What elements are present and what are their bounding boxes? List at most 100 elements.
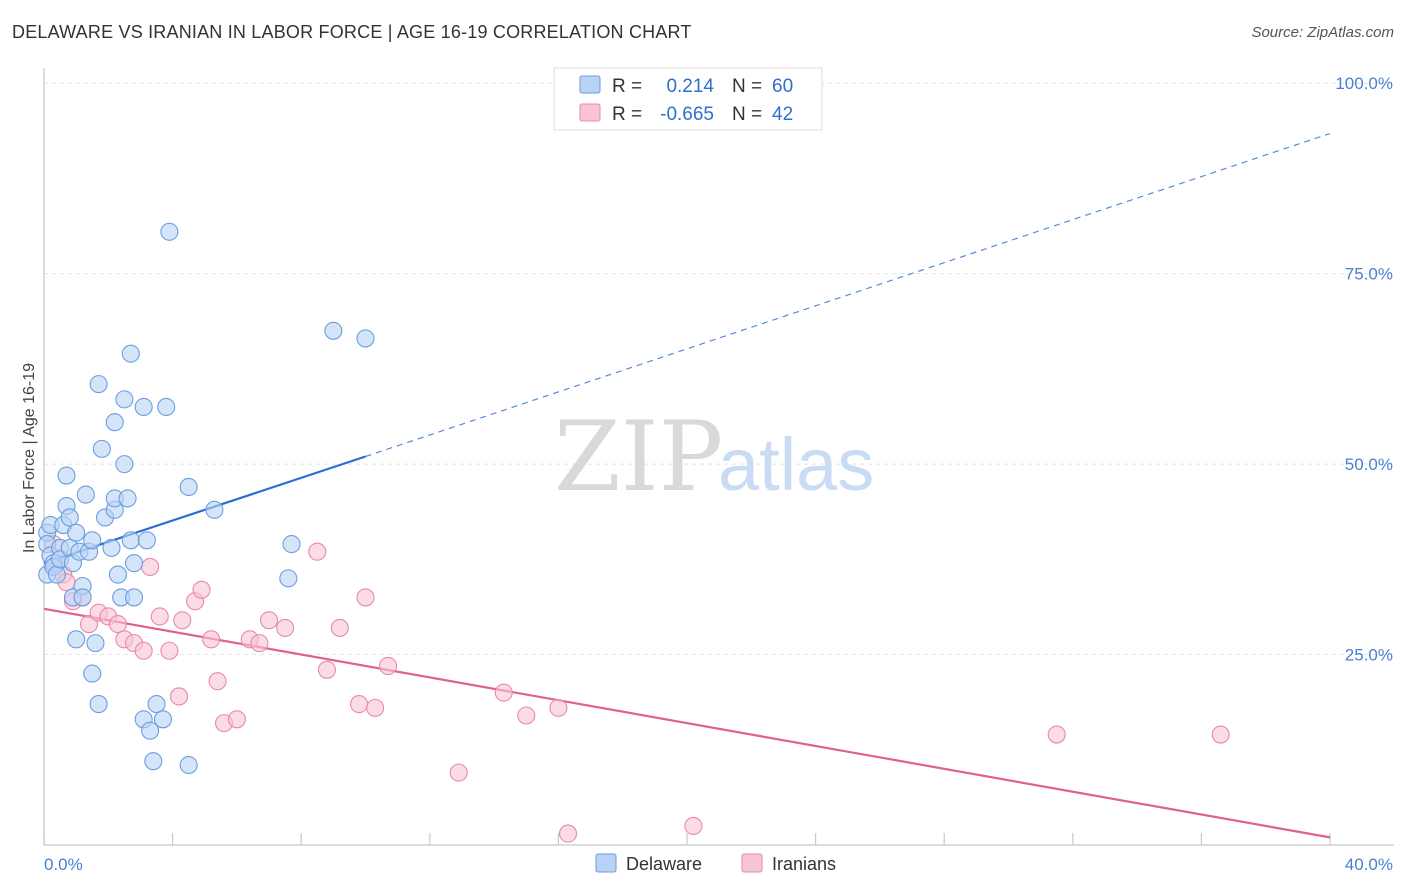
iranians-point [1211,725,1230,744]
iranians-point [208,672,227,691]
delaware-point [179,477,198,497]
delaware-point [147,695,166,714]
source-credit: Source: ZipAtlas.com [1251,24,1394,41]
y-tick-label: 100.0% [1335,74,1393,93]
delaware-point [279,569,298,588]
delaware-point [105,413,124,432]
iranians-point [150,607,169,626]
iranians-point [202,630,221,649]
delaware-point [144,752,163,771]
bottom-legend-iranians: Iranians [772,854,836,874]
iranians-point [350,695,369,714]
delaware-point [179,755,198,775]
delaware-point [57,466,76,485]
stats-legend: R = 0.214 N = 60 R = -0.665 N = 42 [553,67,823,131]
bottom-legend-swatch-delaware [595,853,617,873]
delaware-point [124,588,144,607]
iranians-point [356,588,375,607]
iranians-point [259,611,279,630]
delaware-point [356,329,375,348]
legend-r-label-2: R = [612,104,642,125]
delaware-point [324,321,343,340]
legend-n-label-1: N = [732,76,762,97]
y-tick-label: 25.0% [1345,646,1393,665]
watermark-atlas: atlas [718,423,874,506]
iranians-point [558,824,578,843]
delaware-point [89,695,108,714]
y-axis-title: In Labor Force | Age 16-19 [21,363,38,553]
legend-r-value-2: -0.665 [660,104,714,125]
delaware-point [83,664,102,683]
iranians-point [308,542,327,561]
delaware-point [121,344,140,363]
iranians-point [449,763,468,782]
delaware-point [67,630,86,649]
data-points [38,222,1230,843]
delaware-point [73,588,92,607]
iranians-point [192,580,211,599]
delaware-point [92,439,111,458]
delaware-point [67,523,86,542]
x-tick-label: 40.0% [1345,855,1393,874]
y-tick-labels: 25.0% 50.0% 75.0% 100.0% [1335,74,1393,664]
iranians-point [1047,725,1066,744]
iranians-point [549,698,568,717]
delaware-point [89,375,108,394]
delaware-point [86,634,105,653]
iranians-point [250,634,269,653]
delaware-point [108,565,127,584]
legend-n-value-1: 60 [772,76,793,97]
delaware-point [60,508,79,527]
iranians-point [160,641,179,660]
legend-swatch-delaware [579,75,601,94]
bottom-legend-delaware: Delaware [626,854,702,874]
iranians-point [169,687,189,706]
delaware-point [141,721,160,740]
y-tick-label: 75.0% [1345,265,1393,284]
delaware-point [121,531,140,550]
iranians-point [227,710,246,729]
legend-swatch-iranians [579,103,601,122]
iranians-point [494,683,513,702]
iranians-point [378,656,398,676]
delaware-point [118,489,137,508]
iranians-point [134,641,153,660]
x-axis-ticks [43,833,1331,845]
delaware-point [282,535,301,554]
delaware-point [157,397,176,417]
y-tick-label: 50.0% [1345,455,1393,474]
series-legend: Delaware Iranians [595,853,836,874]
delaware-point [134,397,153,417]
iranians-point [108,615,127,634]
delaware-point [102,538,121,557]
gridlines [44,82,1394,656]
delaware-point [137,531,156,550]
delaware-point [160,222,179,241]
legend-n-value-2: 42 [772,104,793,125]
iranians-point [317,660,336,679]
iranians-point [141,557,160,577]
iranians-point [276,618,295,637]
delaware-point [153,710,173,729]
iranians-point [517,706,536,725]
chart-title: DELAWARE VS IRANIAN IN LABOR FORCE | AGE… [12,22,692,42]
delaware-point [76,485,95,504]
legend-r-label-1: R = [612,76,642,97]
delaware-point [47,565,66,584]
delaware-point [83,531,102,550]
watermark-zip: ZIP [554,401,723,513]
delaware-point [124,554,144,573]
iranians-point [684,816,703,836]
delaware-point [205,500,224,519]
delaware-point [115,455,134,474]
x-tick-label: 0.0% [44,855,83,874]
bottom-legend-swatch-iranians [741,853,763,873]
delaware-point [115,390,134,409]
iranians-point [366,698,385,717]
delaware-trend-extension [365,132,1331,458]
legend-r-value-1: 0.214 [666,76,714,97]
iranians-point [330,618,349,637]
x-tick-labels: 0.0% 40.0% [44,855,1393,874]
legend-n-label-2: N = [732,104,762,125]
